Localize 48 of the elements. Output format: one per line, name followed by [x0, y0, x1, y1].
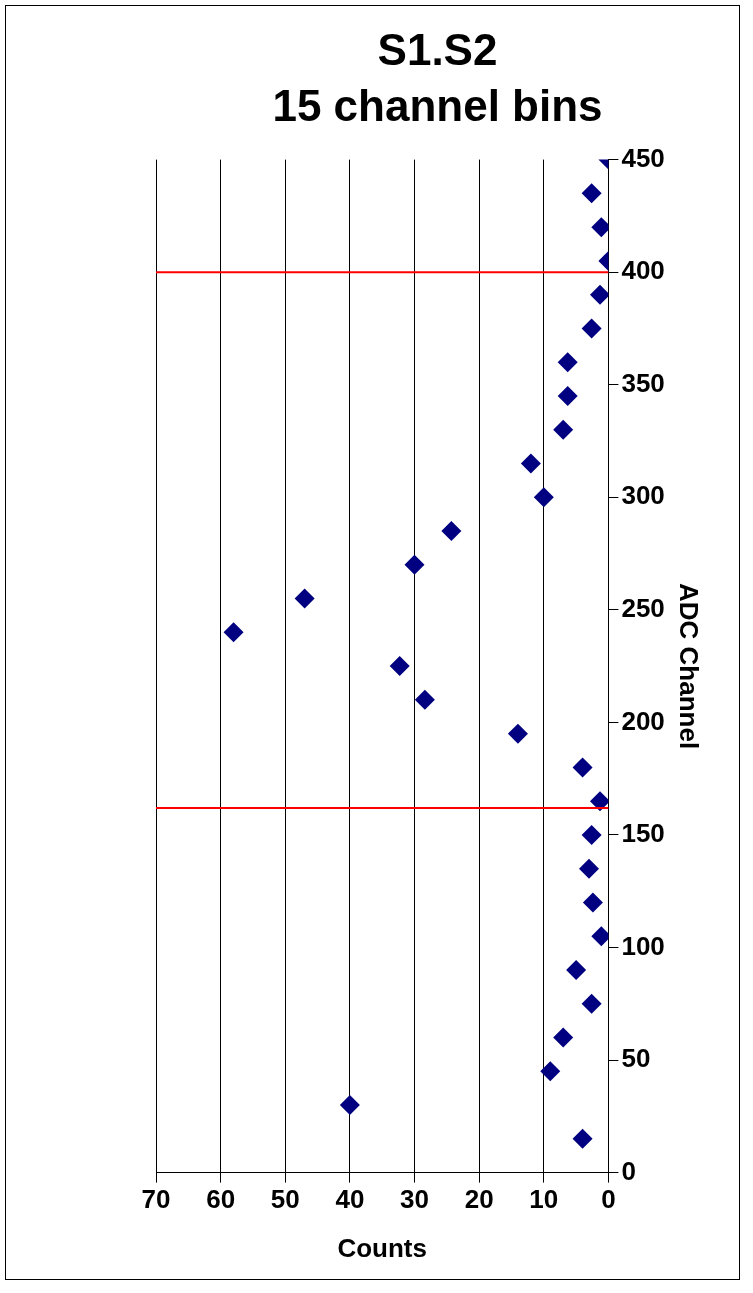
chart-subtitle: 15 channel bins [272, 81, 603, 131]
x-tick-label: 60 [206, 1184, 236, 1215]
y-axis-title: ADC Channel [674, 583, 705, 750]
point [540, 1061, 561, 1082]
chart-title: S1.S2 [377, 24, 498, 74]
point [520, 453, 541, 474]
point [533, 487, 554, 508]
point [339, 1095, 360, 1116]
point [557, 385, 578, 406]
point [553, 1027, 574, 1048]
y-tick-label: 150 [621, 818, 665, 849]
x-axis-title: Counts [337, 1232, 427, 1263]
point [581, 993, 602, 1014]
y-tick-label: 50 [621, 1043, 651, 1074]
x-tick-label: 30 [400, 1184, 429, 1215]
point [507, 723, 528, 744]
point [579, 858, 600, 879]
point [590, 791, 609, 812]
y-tick-label: 100 [621, 930, 665, 961]
y-tick-label: 0 [621, 1155, 636, 1186]
point [581, 824, 602, 845]
point [581, 183, 602, 204]
x-tick-label: 0 [601, 1184, 616, 1215]
x-tick-label: 10 [529, 1184, 559, 1215]
y-tick-label: 200 [621, 705, 665, 736]
y-tick-label: 300 [621, 480, 665, 511]
x-tick-label: 50 [270, 1184, 300, 1215]
point [404, 554, 425, 575]
point [414, 689, 435, 710]
point [389, 656, 410, 677]
point [223, 622, 244, 643]
y-tick-label: 400 [621, 255, 665, 286]
point [294, 588, 315, 609]
point [581, 318, 602, 339]
point [590, 284, 609, 305]
x-tick-label: 20 [464, 1184, 494, 1215]
point [441, 521, 462, 542]
x-tick-label: 40 [335, 1184, 365, 1215]
point [557, 352, 578, 373]
point [553, 419, 574, 440]
y-tick-label: 250 [621, 592, 665, 623]
point [582, 892, 603, 913]
y-tick-label: 450 [621, 142, 665, 173]
x-tick-label: 70 [141, 1184, 171, 1215]
y-tick-label: 350 [621, 367, 665, 398]
point [572, 757, 593, 778]
point [572, 1128, 593, 1149]
point [566, 960, 587, 980]
